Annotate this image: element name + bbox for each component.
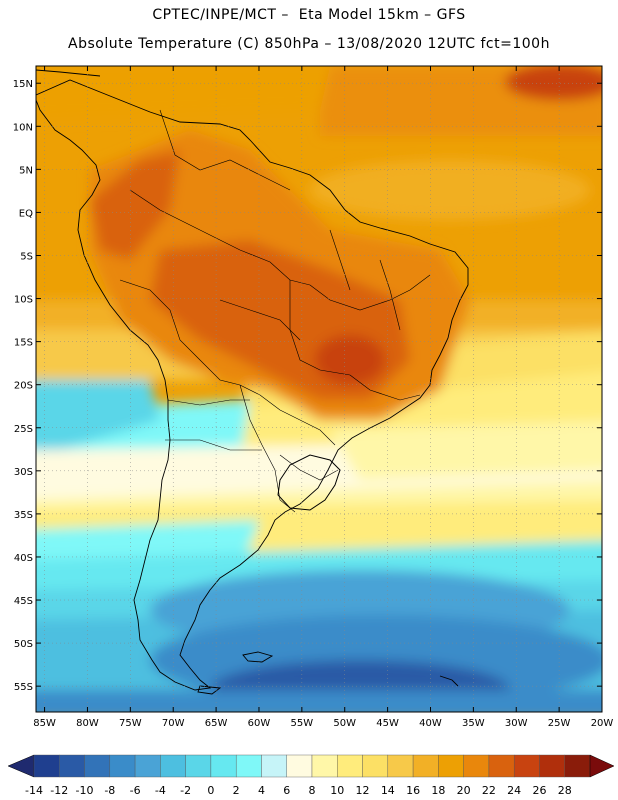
colorbar-swatch (185, 754, 212, 778)
coastlines (36, 69, 469, 695)
colorbar-label: -2 (180, 784, 191, 797)
lat-tick-label: 5N (19, 165, 33, 176)
colorbar-label: 20 (457, 784, 471, 797)
colorbar-swatch (210, 754, 237, 778)
colorbar-swatch (539, 754, 565, 778)
lat-tick-label: 5S (20, 251, 33, 262)
colorbar-label: -14 (25, 784, 43, 797)
country-borders (119, 109, 431, 513)
lon-tick-label: 60W (248, 718, 271, 729)
colorbar-label: 6 (283, 784, 290, 797)
colorbar: -14 -12 -10 -8 -6 -4 -2 0 2 4 6 8 10 12 14 16 18 20 22 24 26… (7, 754, 615, 797)
lat-tick-label: 35S (14, 510, 33, 521)
lon-tick-label: 45W (376, 718, 399, 729)
lat-tick-label: 10S (14, 295, 33, 306)
lat-tick-label: 30S (14, 467, 33, 478)
colorbar-swatch (109, 754, 136, 778)
colorbar-label: 16 (406, 784, 420, 797)
lon-tick-label: 35W (462, 718, 485, 729)
colorbar-label: 28 (558, 784, 572, 797)
colorbar-label: -12 (50, 784, 68, 797)
lat-tick-label: 40S (14, 553, 33, 564)
colorbar-swatch (33, 754, 60, 778)
lat-tick-label: 25S (14, 424, 33, 435)
colorbar-label: 12 (356, 784, 370, 797)
colorbar-swatch (261, 754, 287, 778)
lat-tick-label: 45S (14, 596, 33, 607)
colorbar-label: 8 (309, 784, 316, 797)
latitude-axis: 15N 10N 5N EQ 5S 10S 15S 20S 25S 30S 35S 40S 45S 50S 5… (13, 79, 602, 693)
temperature-field (36, 66, 602, 712)
colorbar-swatch (337, 754, 363, 778)
lat-tick-label: 20S (14, 381, 33, 392)
colorbar-swatch (286, 754, 313, 778)
colorbar-label: -10 (76, 784, 94, 797)
colorbar-label: 0 (207, 784, 214, 797)
lon-tick-label: 65W (205, 718, 228, 729)
chart-subtitle: Absolute Temperature (C) 850hPa – 13/08/… (68, 36, 550, 52)
colorbar-label: -6 (130, 784, 141, 797)
colorbar-label: 24 (507, 784, 521, 797)
colorbar-swatch (513, 754, 540, 778)
colorbar-swatch (84, 754, 111, 778)
colorbar-end-high (589, 754, 615, 778)
map-frame (35, 65, 603, 713)
lon-tick-label: 50W (333, 718, 356, 729)
colorbar-label: 18 (431, 784, 445, 797)
lon-tick-label: 25W (548, 718, 571, 729)
longitude-axis: 85W 80W 75W 70W 65W 60W 55W 50W 45W 40W 35W 30W 25W 2… (33, 66, 613, 729)
colorbar-swatch (235, 754, 262, 778)
lat-tick-label: 15S (14, 338, 33, 349)
colorbar-swatch (59, 754, 85, 778)
lon-tick-label: 40W (419, 718, 442, 729)
lon-tick-label: 55W (291, 718, 314, 729)
estuary-outline (277, 454, 341, 511)
colorbar-label: 2 (233, 784, 240, 797)
colorbar-label: 26 (532, 784, 546, 797)
colorbar-label: 22 (482, 784, 496, 797)
lat-tick-label: 55S (14, 682, 33, 693)
colorbar-swatch (134, 754, 161, 778)
colorbar-swatch (488, 754, 515, 778)
lon-tick-label: 30W (505, 718, 528, 729)
colorbar-swatch (387, 754, 414, 778)
colorbar-swatch (438, 754, 464, 778)
colorbar-label: 10 (330, 784, 344, 797)
colorbar-label: -4 (155, 784, 166, 797)
lat-tick-label: 10N (13, 122, 33, 133)
lat-tick-label: EQ (19, 208, 33, 219)
colorbar-swatch (311, 754, 338, 778)
colorbar-label: 4 (258, 784, 265, 797)
lon-tick-label: 80W (76, 718, 99, 729)
colorbar-label: 14 (381, 784, 395, 797)
colorbar-swatch (564, 754, 591, 778)
lon-tick-label: 75W (119, 718, 142, 729)
colorbar-swatch (362, 754, 389, 778)
chart-title: CPTEC/INPE/MCT – Eta Model 15km – GFS (152, 7, 466, 23)
lon-tick-label: 20W (591, 718, 614, 729)
lat-tick-label: 15N (13, 79, 33, 90)
colorbar-swatch (160, 754, 186, 778)
colorbar-swatch (463, 754, 490, 778)
lat-tick-label: 50S (14, 639, 33, 650)
lon-tick-label: 70W (162, 718, 185, 729)
lon-tick-label: 85W (33, 718, 56, 729)
colorbar-end-low (7, 754, 35, 778)
colorbar-label: -8 (104, 784, 115, 797)
colorbar-swatch (412, 754, 439, 778)
